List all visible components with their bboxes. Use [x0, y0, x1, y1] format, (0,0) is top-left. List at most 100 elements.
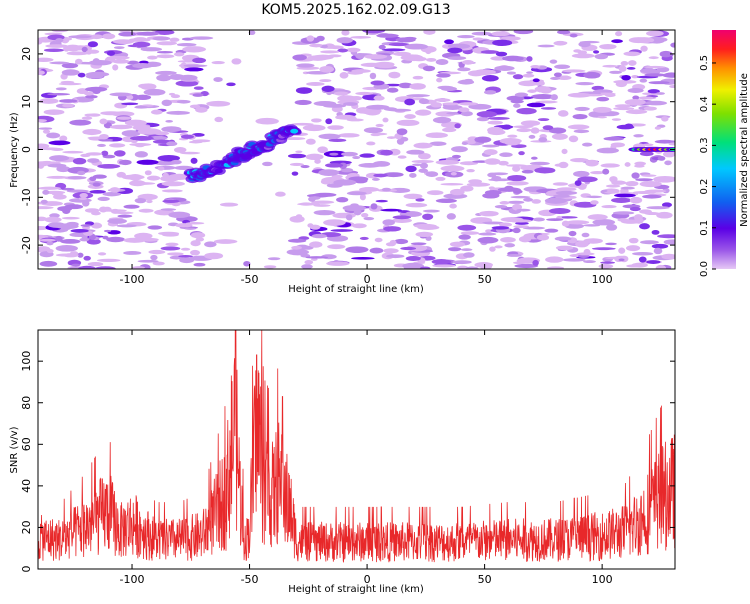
spectrogram-noise-cell	[308, 196, 316, 202]
spectrogram-noise-cell	[98, 138, 114, 142]
spectrogram-noise-cell	[413, 142, 433, 149]
spectrogram-noise-cell	[395, 37, 416, 43]
spectrogram-noise-cell	[382, 48, 406, 52]
spectrogram-noise-cell	[102, 206, 112, 212]
spectrogram-noise-cell	[309, 43, 324, 48]
spectrogram-noise-cell	[38, 127, 53, 130]
spectrogram-noise-cell	[169, 37, 180, 42]
spectrogram-noise-cell	[76, 97, 88, 101]
spectrogram-noise-cell	[398, 82, 413, 89]
spectrogram-noise-cell	[97, 196, 110, 201]
spectrogram-noise-cell	[463, 252, 475, 258]
spectrogram-noise-cell	[452, 260, 472, 265]
spectrogram-noise-cell	[604, 256, 624, 260]
spectrogram-y-ticks: -20 -10 0 10 20	[20, 47, 675, 254]
snr-x-tick-label: 100	[592, 573, 613, 586]
spectrogram-noise-cell	[450, 172, 457, 176]
spectrogram-noise-cell	[447, 47, 463, 54]
spectrogram-noise-cell	[526, 102, 546, 108]
spectrogram-noise-cell	[632, 251, 654, 256]
spectrogram-noise-cell	[410, 242, 427, 246]
spectrogram-noise-cell	[592, 219, 616, 226]
spectrogram-noise-cell	[460, 248, 473, 252]
spectrogram-noise-cell	[557, 110, 569, 117]
spectrogram-noise-cell	[432, 116, 452, 124]
spectrogram-noise-cell	[317, 146, 328, 154]
spectrogram-noise-cell	[175, 80, 199, 87]
spectrogram-noise-cell	[136, 31, 160, 36]
snr-y-tick-label: 100	[20, 351, 33, 372]
spectrogram-noise-cell	[206, 100, 231, 107]
spectrogram-noise-cell	[189, 36, 214, 40]
spectrogram-noise-cell	[620, 186, 635, 190]
spectrogram-noise-cell	[405, 165, 417, 173]
spectrogram-noise-cell	[81, 46, 88, 53]
spectrogram-noise-cell	[412, 75, 424, 80]
spectrogram-noise-cell	[657, 234, 675, 239]
spectrogram-noise-cell	[536, 234, 550, 241]
spectrogram-noise-cell	[109, 92, 133, 97]
spectrogram-noise-cell	[85, 94, 98, 99]
spectrogram-noise-cell	[62, 253, 79, 258]
spectrogram-noise-cell	[376, 33, 399, 38]
spectrogram-noise-cell	[596, 147, 619, 154]
spectrogram-noise-cell	[638, 256, 647, 263]
spectrogram-noise-cell	[461, 142, 469, 145]
spectrogram-noise-cell	[118, 31, 137, 37]
spectrogram-noise-cell	[355, 53, 365, 60]
spectrogram-noise-cell	[663, 150, 675, 158]
spectrogram-noise-cell	[166, 110, 191, 115]
spectrogram-noise-cell	[458, 79, 475, 85]
spectrogram-noise-cell	[477, 236, 499, 244]
spectrogram-noise-cell	[77, 252, 84, 258]
spectrogram-noise-cell	[364, 110, 381, 116]
spectrogram-noise-cell	[445, 165, 460, 172]
spectrogram-noise-cell	[523, 197, 534, 202]
spectrogram-noise-cell	[61, 216, 80, 220]
spectrogram-noise-cell	[123, 251, 142, 255]
spectrogram-noise-cell	[624, 123, 634, 129]
spectrogram-noise-cell	[327, 244, 346, 250]
spectrogram-noise-cell	[383, 172, 404, 178]
spectrogram-noise-cell	[418, 152, 431, 160]
spectrogram-noise-cell	[299, 202, 313, 206]
spectrogram-noise-cell	[661, 202, 672, 208]
colorbar-tick-label: 0.3	[699, 137, 710, 153]
spectrogram-noise-cell	[598, 264, 614, 269]
spectrogram-noise-cell	[158, 231, 180, 236]
spectrogram-noise-cell	[386, 136, 397, 139]
colorbar-tick-label: 0.4	[699, 96, 710, 112]
spectrogram-noise-cell	[183, 64, 208, 68]
spectrogram-noise-cell	[184, 227, 196, 230]
spectrogram-noise-cell	[156, 41, 178, 46]
spectrogram-noise-cell	[337, 95, 357, 102]
spectrogram-noise-cell	[292, 54, 307, 61]
spectrogram-noise-cell	[417, 225, 440, 230]
spectrogram-noise-cell	[106, 236, 125, 243]
spectrogram-noise-cell	[123, 237, 146, 243]
spectrogram-noise-cell	[635, 178, 654, 182]
spectrogram-noise-cell	[190, 157, 198, 164]
spectrogram-noise-cell	[180, 247, 191, 251]
spectrogram-noise-cell	[112, 64, 119, 71]
spectrogram-noise-cell	[577, 176, 598, 183]
spectrogram-noise-cell	[134, 105, 149, 109]
spectrogram-noise-cell	[488, 186, 495, 190]
spectrogram-noise-cell	[415, 109, 432, 116]
spectrogram-noise-cell	[370, 80, 385, 86]
spectrogram-noise-cell	[84, 86, 108, 92]
spectrogram-noise-cell	[531, 199, 542, 204]
spectrogram-noise-cell	[129, 180, 146, 187]
spectrogram-noise-cell	[62, 150, 84, 154]
spectrogram-noise-cell	[81, 116, 93, 120]
spectrogram-noise-cell	[38, 143, 50, 149]
spectrogram-y-tick-label: 10	[20, 95, 33, 109]
spectrogram-noise-cell	[575, 81, 595, 86]
spectrogram-noise-cell	[590, 171, 605, 175]
spectrogram-noise-cell	[422, 213, 434, 220]
spectrogram-noise-cell	[639, 78, 648, 83]
spectrogram-noise-cell	[364, 54, 388, 60]
spectrogram-noise-cell	[359, 236, 369, 240]
spectrogram-noise-cell	[575, 240, 589, 248]
spectrogram-noise-cell	[664, 160, 672, 166]
